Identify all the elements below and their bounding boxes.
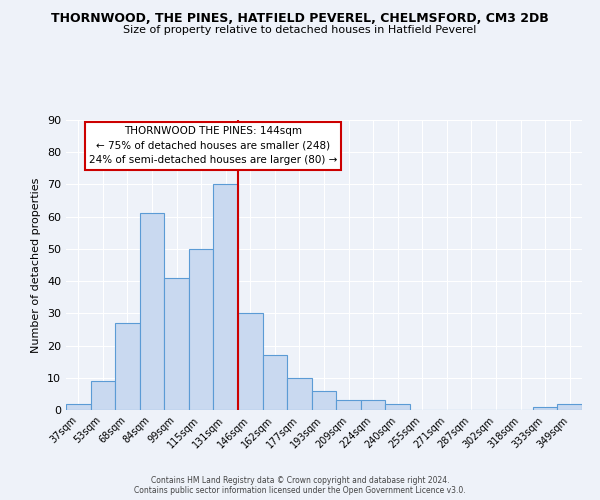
Text: Contains public sector information licensed under the Open Government Licence v3: Contains public sector information licen…	[134, 486, 466, 495]
Bar	[140, 214, 164, 410]
Text: Contains HM Land Registry data © Crown copyright and database right 2024.: Contains HM Land Registry data © Crown c…	[151, 476, 449, 485]
Bar	[336, 400, 361, 410]
Bar	[263, 355, 287, 410]
Bar	[361, 400, 385, 410]
Text: THORNWOOD, THE PINES, HATFIELD PEVEREL, CHELMSFORD, CM3 2DB: THORNWOOD, THE PINES, HATFIELD PEVEREL, …	[51, 12, 549, 26]
Bar	[238, 314, 263, 410]
Bar	[115, 323, 140, 410]
Text: Size of property relative to detached houses in Hatfield Peverel: Size of property relative to detached ho…	[124, 25, 476, 35]
Bar	[164, 278, 189, 410]
Bar	[214, 184, 238, 410]
Bar	[287, 378, 312, 410]
Bar	[557, 404, 582, 410]
Bar	[312, 390, 336, 410]
Y-axis label: Number of detached properties: Number of detached properties	[31, 178, 41, 352]
Bar	[533, 407, 557, 410]
Bar	[66, 404, 91, 410]
Bar	[91, 381, 115, 410]
Bar	[189, 249, 214, 410]
Bar	[385, 404, 410, 410]
Text: THORNWOOD THE PINES: 144sqm
← 75% of detached houses are smaller (248)
24% of se: THORNWOOD THE PINES: 144sqm ← 75% of det…	[89, 126, 337, 166]
